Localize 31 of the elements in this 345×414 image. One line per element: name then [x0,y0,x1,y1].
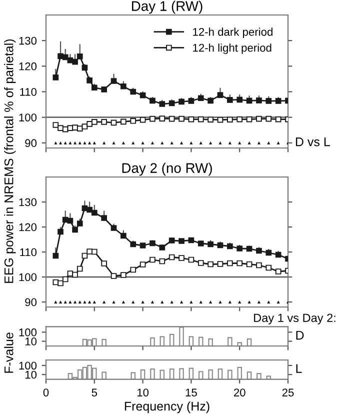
y-axis-title: EEG power in NREMS (frontal % of parietal) [4,39,16,283]
y-tick-label: 120 [19,62,37,70]
y-tick-label: 90 [25,298,37,306]
y-tick-label: 100 [19,362,37,370]
y-axis-title: F-value [4,332,14,373]
y-tick-label: 130 [19,198,37,206]
legend-label: 12-h light period [193,44,272,54]
chart-title: Day 1 (RW) [132,0,202,14]
y-tick-label: 120 [19,223,37,232]
x-axis-title: Frequency (Hz) [124,401,210,414]
y-tick-label: 90 [25,139,37,148]
y-tick-label: 100 [19,114,37,122]
text: D [296,330,304,340]
y-tick-label: 10 [25,338,37,346]
y-tick-label: 100 [19,273,37,282]
y-tick-label: 110 [20,248,37,256]
x-tick-label: 20 [234,388,246,396]
text: L [296,364,302,373]
x-tick-label: 0 [43,388,49,396]
chart-title: Day 2 (no RW) [122,162,212,176]
x-tick-label: 10 [137,388,149,396]
x-tick-label: 5 [92,388,98,396]
y-tick-label: 100 [19,328,37,336]
chart-title: Day 1 vs Day 2: [254,314,336,324]
y-tick-label: 10 [25,370,37,379]
y-tick-label: 110 [20,88,37,96]
x-tick-label: 15 [186,388,197,396]
y-tick-label: 130 [19,36,37,45]
annotation: D vs L [296,138,330,146]
legend-label: 12-h dark period [193,28,272,38]
x-tick-label: 25 [282,388,294,396]
